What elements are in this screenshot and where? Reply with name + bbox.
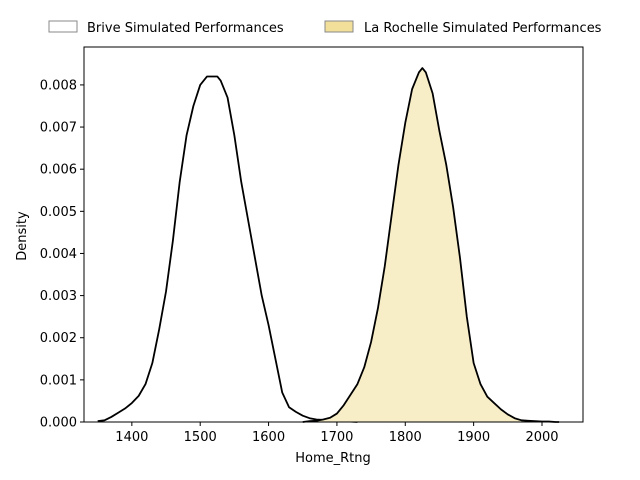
y-tick-label: 0.004 <box>40 247 77 262</box>
y-tick-label: 0.006 <box>40 163 77 178</box>
y-tick-label: 0.003 <box>40 289 77 304</box>
legend-label-brive: Brive Simulated Performances <box>87 21 284 36</box>
y-tick-label: 0.008 <box>40 78 77 93</box>
y-axis-title: Density <box>15 211 30 261</box>
density-line-1 <box>302 67 560 423</box>
y-axis: 0.000 0.001 0.002 0.003 0.004 0.005 0.006 0.007… <box>40 78 84 431</box>
x-tick-label: 1700 <box>320 430 353 445</box>
y-tick-label: 0.001 <box>40 373 77 388</box>
y-tick-label: 0.000 <box>40 416 77 431</box>
legend-swatch-brive <box>48 20 78 33</box>
x-tick-label: 1900 <box>457 430 490 445</box>
y-tick-label: 0.005 <box>40 205 77 220</box>
plot-frame <box>83 46 584 423</box>
y-tick-label: 0.002 <box>40 331 77 346</box>
density-area-1 <box>302 68 560 422</box>
legend-label-la-rochelle: La Rochelle Simulated Performances <box>364 21 602 36</box>
legend-swatch-la-rochelle <box>324 20 354 33</box>
x-tick-label: 1400 <box>115 430 148 445</box>
x-axis: 1400 1500 1600 1700 1800 1900 2000 <box>115 422 559 445</box>
legend: Brive Simulated Performances La Rochelle… <box>48 20 602 36</box>
x-tick-label: 2000 <box>525 430 558 445</box>
y-tick-label: 0.007 <box>40 121 77 136</box>
x-tick-label: 1600 <box>252 430 285 445</box>
series-layer <box>97 67 560 423</box>
density-line-0 <box>97 75 358 423</box>
x-tick-label: 1800 <box>389 430 422 445</box>
x-tick-label: 1500 <box>184 430 217 445</box>
x-axis-title: Home_Rtng <box>295 451 371 466</box>
